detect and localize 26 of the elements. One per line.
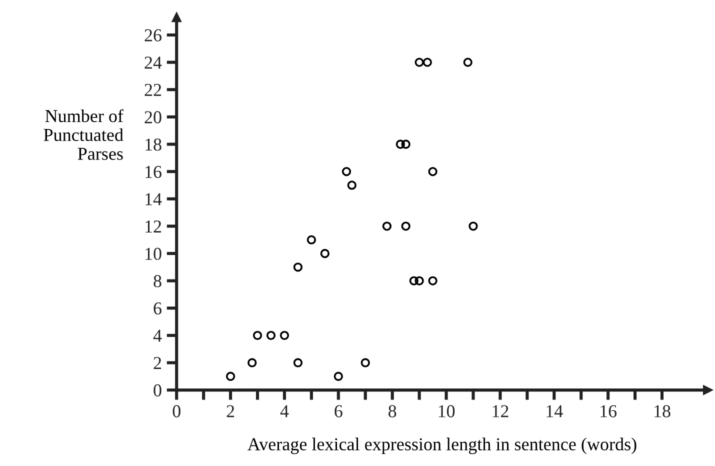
y-tick-label: 6 [154, 302, 162, 315]
y-tick-label: 10 [146, 248, 162, 260]
x-tick-label: 4 [280, 405, 289, 418]
y-tick-label: 14 [146, 193, 162, 206]
y-tick-label: 24 [144, 56, 162, 69]
y-tick-label: 26 [144, 29, 162, 42]
x-axis-title: Average lexical expression length in sentence (words) [248, 438, 636, 454]
x-tick-label: 16 [600, 405, 617, 418]
y-tick-label: 0 [154, 384, 162, 396]
y-tick-label: 22 [144, 84, 162, 96]
x-tick-label: 6 [334, 405, 342, 418]
y-tick-label: 20 [144, 111, 162, 124]
y-tick-label: 8 [154, 275, 162, 288]
x-tick-label: 18 [654, 405, 670, 418]
x-tick-label: 0 [172, 405, 180, 418]
x-tick-label: 14 [546, 405, 563, 418]
y-tick-label: 4 [153, 330, 162, 342]
y-tick-label: 12 [146, 220, 162, 232]
x-tick-label: 12 [492, 405, 508, 418]
x-tick-label: 2 [226, 405, 234, 418]
y-tick-label: 2 [154, 357, 162, 369]
x-tick-label: 8 [388, 405, 396, 418]
x-tick-label: 10 [438, 405, 455, 418]
y-tick-label: 18 [146, 138, 162, 151]
y-axis-title: Number of Punctuated Parses [44, 109, 124, 160]
y-tick-label: 16 [146, 166, 162, 178]
